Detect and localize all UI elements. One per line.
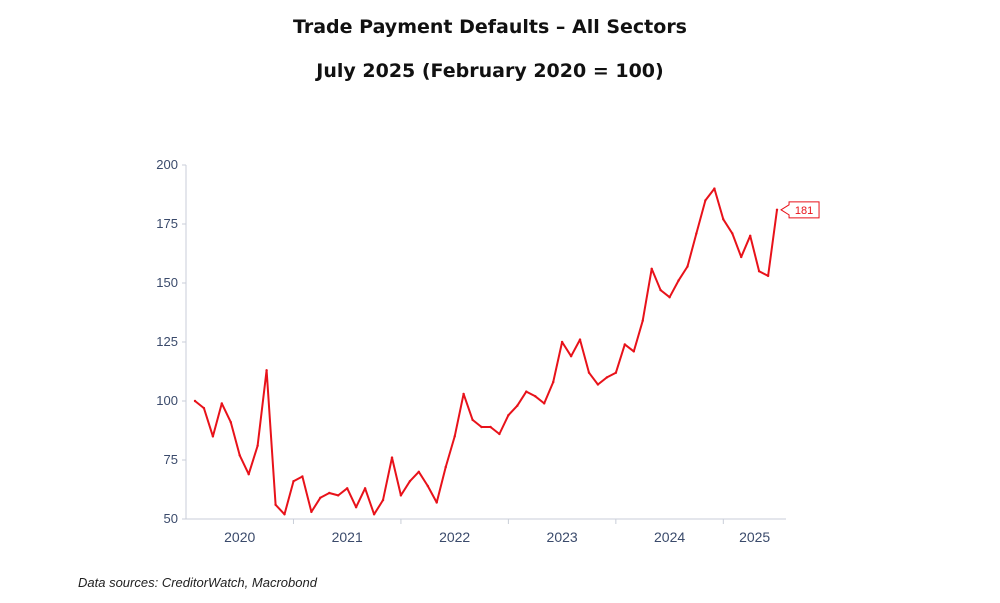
data-point [713, 187, 716, 190]
data-point [525, 390, 528, 393]
data-point [283, 513, 286, 516]
data-point [292, 480, 295, 483]
data-point [695, 232, 698, 235]
y-tick-label: 75 [164, 452, 178, 467]
data-point [193, 399, 197, 403]
data-point [256, 444, 259, 447]
x-tick-label: 2024 [654, 529, 685, 545]
data-point [408, 480, 412, 483]
data-point [650, 267, 653, 270]
y-tick-label: 175 [156, 216, 178, 231]
data-point [740, 255, 743, 259]
data-point [211, 435, 215, 438]
data-point [704, 199, 707, 202]
data-point [453, 435, 456, 438]
data-point [677, 279, 680, 282]
data-point [614, 371, 618, 374]
data-point [775, 208, 779, 211]
y-tick-label: 100 [156, 393, 178, 408]
series-line [194, 187, 778, 516]
data-point [757, 270, 761, 273]
data-point [668, 296, 671, 299]
data-point [596, 383, 600, 386]
data-point [686, 265, 689, 268]
x-tick-label: 2023 [547, 529, 578, 545]
data-point [507, 414, 510, 417]
data-point [587, 371, 591, 374]
data-point [265, 369, 268, 372]
data-point [328, 491, 331, 495]
data-point [543, 402, 546, 405]
data-point [390, 456, 394, 459]
data-point [731, 232, 734, 235]
data-point [749, 234, 752, 237]
data-point [578, 338, 582, 341]
data-point [372, 513, 376, 516]
data-point [623, 343, 626, 346]
data-point [462, 392, 465, 396]
data-point [238, 454, 241, 457]
x-tick-label: 2021 [332, 529, 363, 545]
data-point [417, 470, 420, 473]
data-point [569, 355, 573, 358]
data-point [435, 501, 438, 504]
data-point [426, 484, 429, 488]
last-value-label: 181 [795, 205, 813, 217]
data-point [354, 506, 358, 509]
data-point [489, 425, 492, 429]
last-value-callout [780, 201, 820, 219]
data-point [363, 487, 367, 490]
x-tick-label: 2025 [739, 529, 770, 545]
data-point [641, 319, 644, 322]
data-point [229, 421, 232, 424]
y-tick-label: 150 [156, 275, 178, 290]
data-point [605, 376, 609, 379]
chart-title: Trade Payment Defaults – All Sectors [292, 16, 687, 38]
data-point [480, 425, 483, 429]
data-point [399, 494, 403, 497]
chart-marks: 181 [193, 187, 820, 516]
data-point [659, 288, 662, 292]
chart-subtitle: July 2025 (February 2020 = 100) [316, 60, 664, 82]
data-point [632, 350, 635, 353]
chart-axes: 50 75 100 125 150 175 200 2020 2021 2022 2023 2024 2… [156, 157, 786, 545]
data-point [560, 340, 564, 344]
data-point [301, 475, 304, 478]
data-point [247, 473, 250, 476]
data-point [722, 218, 725, 221]
data-point [516, 404, 519, 407]
data-point [202, 406, 206, 410]
data-point [766, 274, 770, 278]
x-tick-label: 2022 [439, 529, 470, 545]
data-point [274, 503, 277, 506]
data-point [471, 418, 474, 422]
y-tick-label: 125 [156, 334, 178, 349]
data-point [220, 402, 223, 405]
data-point [319, 496, 322, 499]
data-point [381, 498, 385, 502]
y-tick-label: 50 [164, 511, 178, 526]
data-point [498, 432, 501, 436]
source-note: Data sources: CreditorWatch, Macrobond [78, 575, 317, 590]
data-point [534, 395, 537, 398]
data-point [310, 510, 313, 514]
data-point [552, 380, 555, 384]
data-point [337, 494, 340, 497]
data-point [346, 487, 349, 490]
x-tick-label: 2020 [224, 529, 255, 545]
data-point [444, 465, 447, 469]
y-tick-label: 200 [156, 157, 178, 172]
